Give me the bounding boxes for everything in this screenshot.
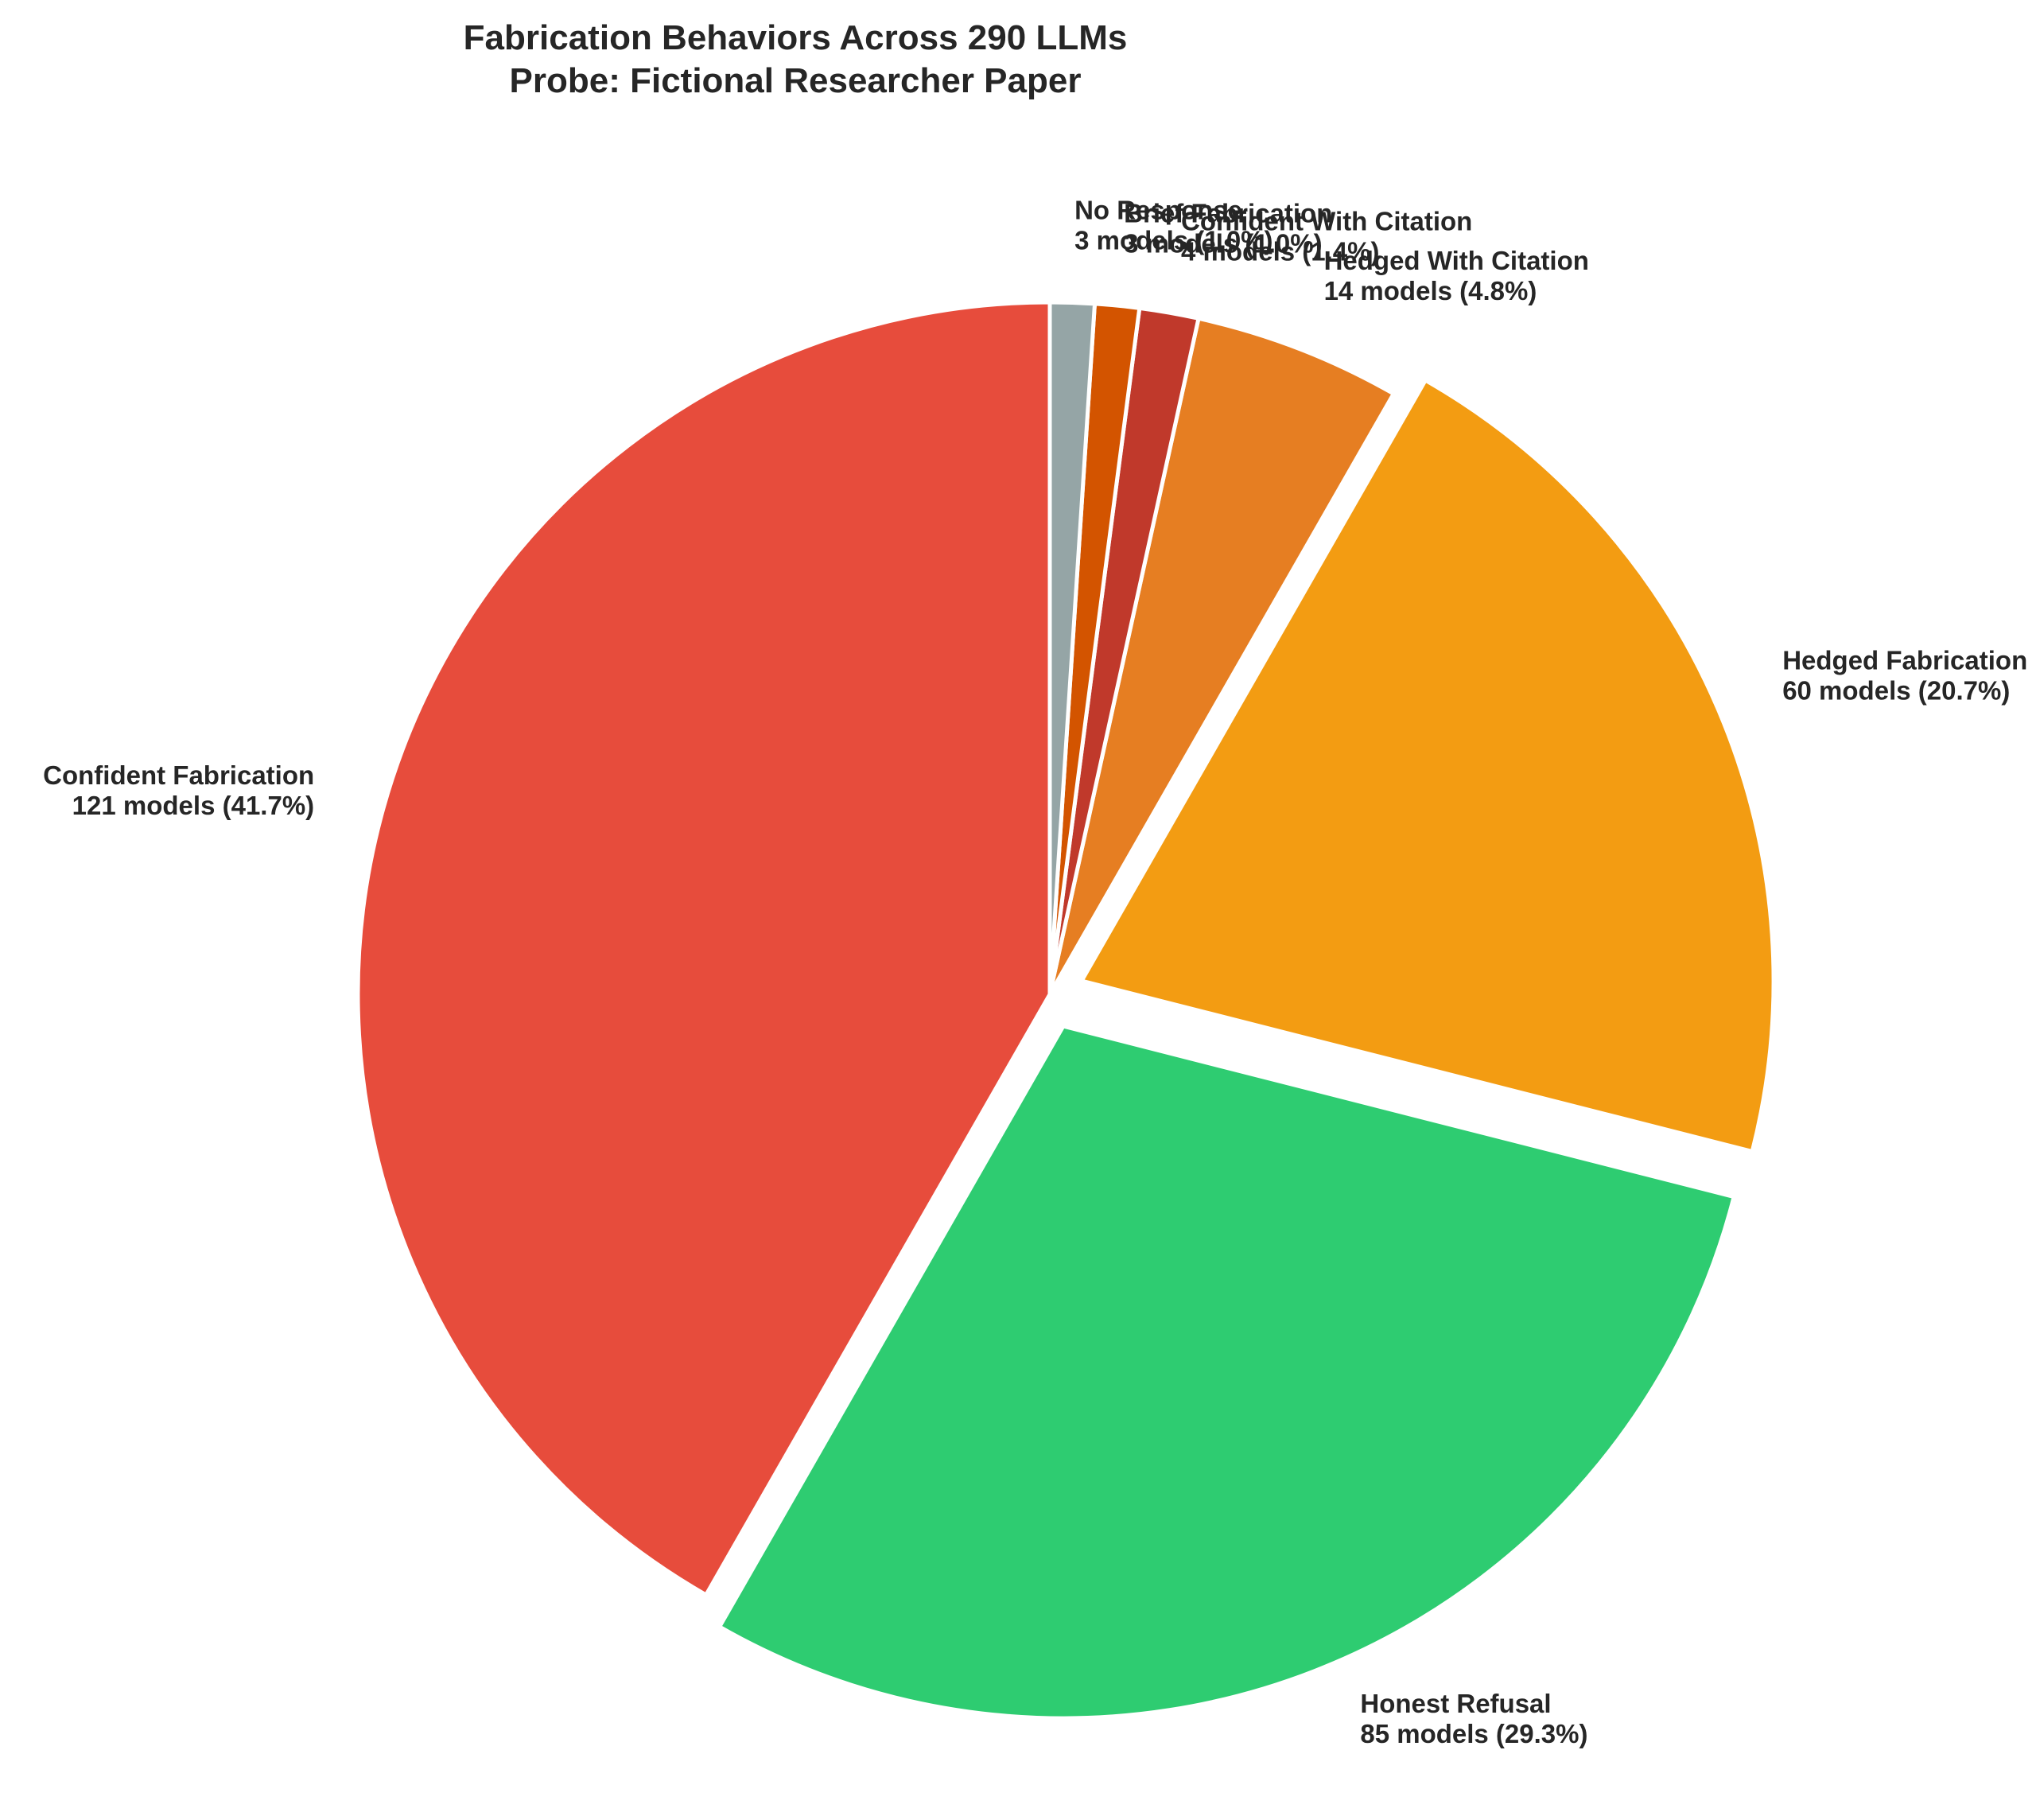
pie-slice-hedged-fabrication (1079, 378, 1776, 1154)
chart-title: Fabrication Behaviors Across 290 LLMs (464, 18, 1128, 57)
slice-label-brief-fabrication: Brief Fabrication 3 models (1.0%) (1124, 199, 1332, 259)
slice-label-hedged-with-citation: Hedged With Citation 14 models (4.8%) (1324, 246, 1589, 305)
slice-label-name: Confident Fabrication (43, 760, 314, 790)
pie-slice-hedged-with-citation (1047, 316, 1396, 997)
slice-label-honest-refusal: Honest Refusal 85 models (29.3%) (1360, 1689, 1587, 1748)
pie-slice-honest-refusal (717, 1024, 1736, 1721)
slice-label-count: 3 models (1.0%) (1124, 229, 1322, 259)
pie-slices (356, 300, 1776, 1721)
slice-label-count: 3 models (1.0%) (1074, 226, 1272, 255)
slice-label-count: 4 models (1.4%) (1181, 236, 1379, 266)
slice-label-count: 121 models (41.7%) (72, 791, 314, 820)
slice-label-count: 60 models (20.7%) (1782, 676, 2010, 706)
slice-label-confident-with-citation: Confident With Citation 4 models (1.4%) (1181, 206, 1472, 266)
slice-label-name: Honest Refusal (1360, 1689, 1551, 1718)
slice-label-name: Confident With Citation (1181, 206, 1472, 235)
slice-label-no-response: No Response 3 models (1.0%) (1074, 196, 1272, 255)
slice-label-name: Hedged With Citation (1324, 246, 1589, 275)
slice-label-name: Brief Fabrication (1124, 199, 1332, 228)
slice-label-hedged-fabrication: Hedged Fabrication 60 models (20.7%) (1782, 646, 2027, 706)
chart-subtitle: Probe: Fictional Researcher Paper (510, 61, 1082, 100)
slice-label-count: 85 models (29.3%) (1360, 1719, 1587, 1748)
slice-label-name: No Response (1074, 196, 1242, 225)
slice-label-confident-fabrication: Confident Fabrication 121 models (41.7%) (43, 760, 314, 820)
pie-slice-no-response (1047, 300, 1098, 997)
pie-labels: Confident Fabrication 121 models (41.7%) H… (43, 196, 2027, 1749)
pie-slice-confident-fabrication (356, 300, 1052, 1597)
slice-label-name: Hedged Fabrication (1782, 646, 2027, 675)
slice-label-count: 14 models (4.8%) (1324, 276, 1537, 305)
